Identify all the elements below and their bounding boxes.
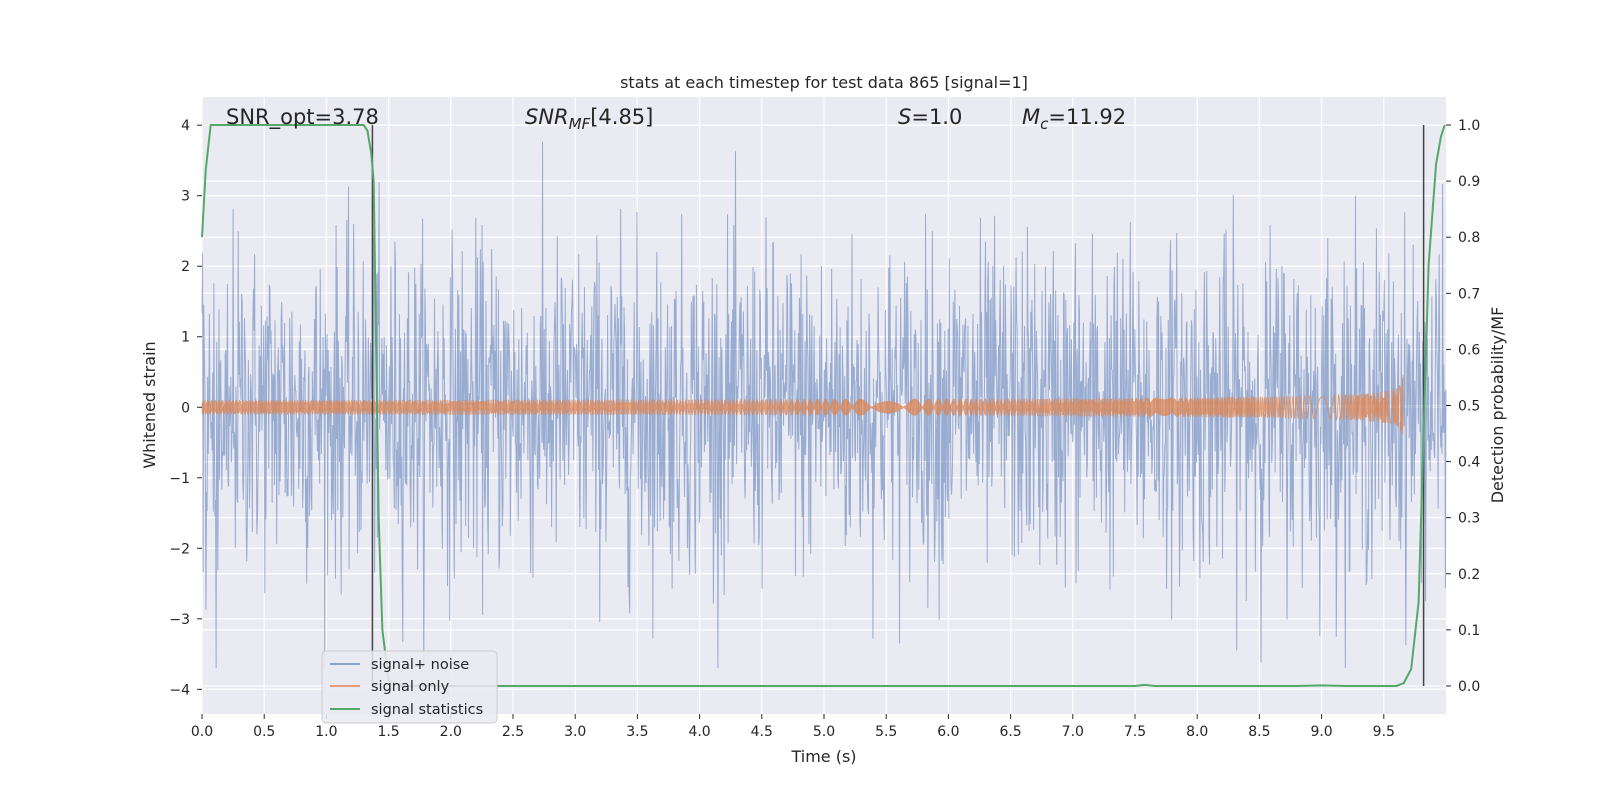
y-axis-right-label: Detection probability/MF <box>1488 307 1507 504</box>
y-right-tick-label-8: 0.8 <box>1458 230 1480 246</box>
y-right-tick-label-7: 0.7 <box>1458 286 1480 302</box>
x-tick-label-12: 6.0 <box>937 724 959 740</box>
annotation-mc-value: =11.92 <box>1048 105 1126 129</box>
y-right-tick-label-2: 0.2 <box>1458 567 1480 583</box>
x-tick-label-16: 8.0 <box>1186 724 1208 740</box>
y-tick-label-6: 2 <box>181 259 190 275</box>
y-tick-label-8: 4 <box>181 118 190 134</box>
signal-only-trace <box>201 375 1404 435</box>
x-tick-label-17: 8.5 <box>1248 724 1270 740</box>
axes: 0.0 0.5 1.0 1.5 2.0 2.5 3.0 3.5 4.0 4.5 5.0 5.5 6.0 6… <box>169 118 1480 740</box>
y-right-tick-label-3: 0.3 <box>1458 511 1480 527</box>
x-tick-label-7: 3.5 <box>626 724 648 740</box>
x-tick-label-5: 2.5 <box>502 724 524 740</box>
x-tick-label-3: 1.5 <box>377 724 399 740</box>
signal-statistics-line <box>201 124 1446 687</box>
y-right-tick-label-9: 0.9 <box>1458 174 1480 190</box>
x-tick-label-1: 0.5 <box>253 724 275 740</box>
x-tick-label-13: 6.5 <box>999 724 1021 740</box>
signal-statistics-series <box>201 124 1446 687</box>
annotation-snr-mf-value: [4.85] <box>590 105 653 129</box>
x-tick-label-4: 2.0 <box>440 724 462 740</box>
y-right-tick-label-5: 0.5 <box>1458 399 1480 415</box>
x-tick-label-11: 5.5 <box>875 724 897 740</box>
legend: signal+ noise signal only signal statist… <box>321 650 498 724</box>
legend-label-signal-only: signal only <box>371 679 450 695</box>
x-tick-label-15: 7.5 <box>1124 724 1146 740</box>
x-tick-label-10: 5.0 <box>813 724 835 740</box>
y-axis-label: Whitened strain <box>140 341 159 468</box>
y-right-tick-label-4: 0.4 <box>1458 455 1480 471</box>
legend-label-noise: signal+ noise <box>371 657 469 673</box>
y-right-tick-label-1: 0.1 <box>1458 623 1480 639</box>
chart-title: stats at each timestep for test data 865… <box>620 73 1028 92</box>
y-tick-label-1: −3 <box>169 612 190 628</box>
legend-box <box>321 650 498 724</box>
annotation-mc: Mc=11.92 <box>1022 105 1126 133</box>
signal-only-series <box>201 375 1404 435</box>
x-tick-label-9: 4.5 <box>751 724 773 740</box>
x-tick-label-2: 1.0 <box>315 724 337 740</box>
legend-label-signal-statistics: signal statistics <box>371 702 483 718</box>
x-tick-label-0: 0.0 <box>191 724 213 740</box>
x-tick-label-8: 4.0 <box>688 724 710 740</box>
y-tick-label-0: −4 <box>169 682 190 698</box>
y-tick-label-5: 1 <box>181 330 190 346</box>
annotation-snr-opt: SNR_opt=3.78 <box>226 105 379 130</box>
y-right-tick-label-0: 0.0 <box>1458 679 1480 695</box>
y-tick-label-2: −2 <box>169 541 190 557</box>
x-tick-label-6: 3.0 <box>564 724 586 740</box>
y-tick-label-3: −1 <box>169 471 190 487</box>
annotation-s-value: =1.0 <box>911 105 962 129</box>
y-right-tick-label-6: 0.6 <box>1458 342 1480 358</box>
y-right-tick-label-10: 1.0 <box>1458 118 1480 134</box>
annotation-snr-mf: SNRMF[4.85] <box>525 105 653 133</box>
y-tick-label-4: 0 <box>181 400 190 416</box>
x-tick-label-14: 7.0 <box>1062 724 1084 740</box>
x-tick-label-19: 9.5 <box>1373 724 1395 740</box>
x-tick-label-18: 9.0 <box>1310 724 1332 740</box>
annotation-s: S=1.0 <box>898 105 962 129</box>
x-axis-label: Time (s) <box>790 747 856 766</box>
y-tick-label-7: 3 <box>181 189 190 205</box>
